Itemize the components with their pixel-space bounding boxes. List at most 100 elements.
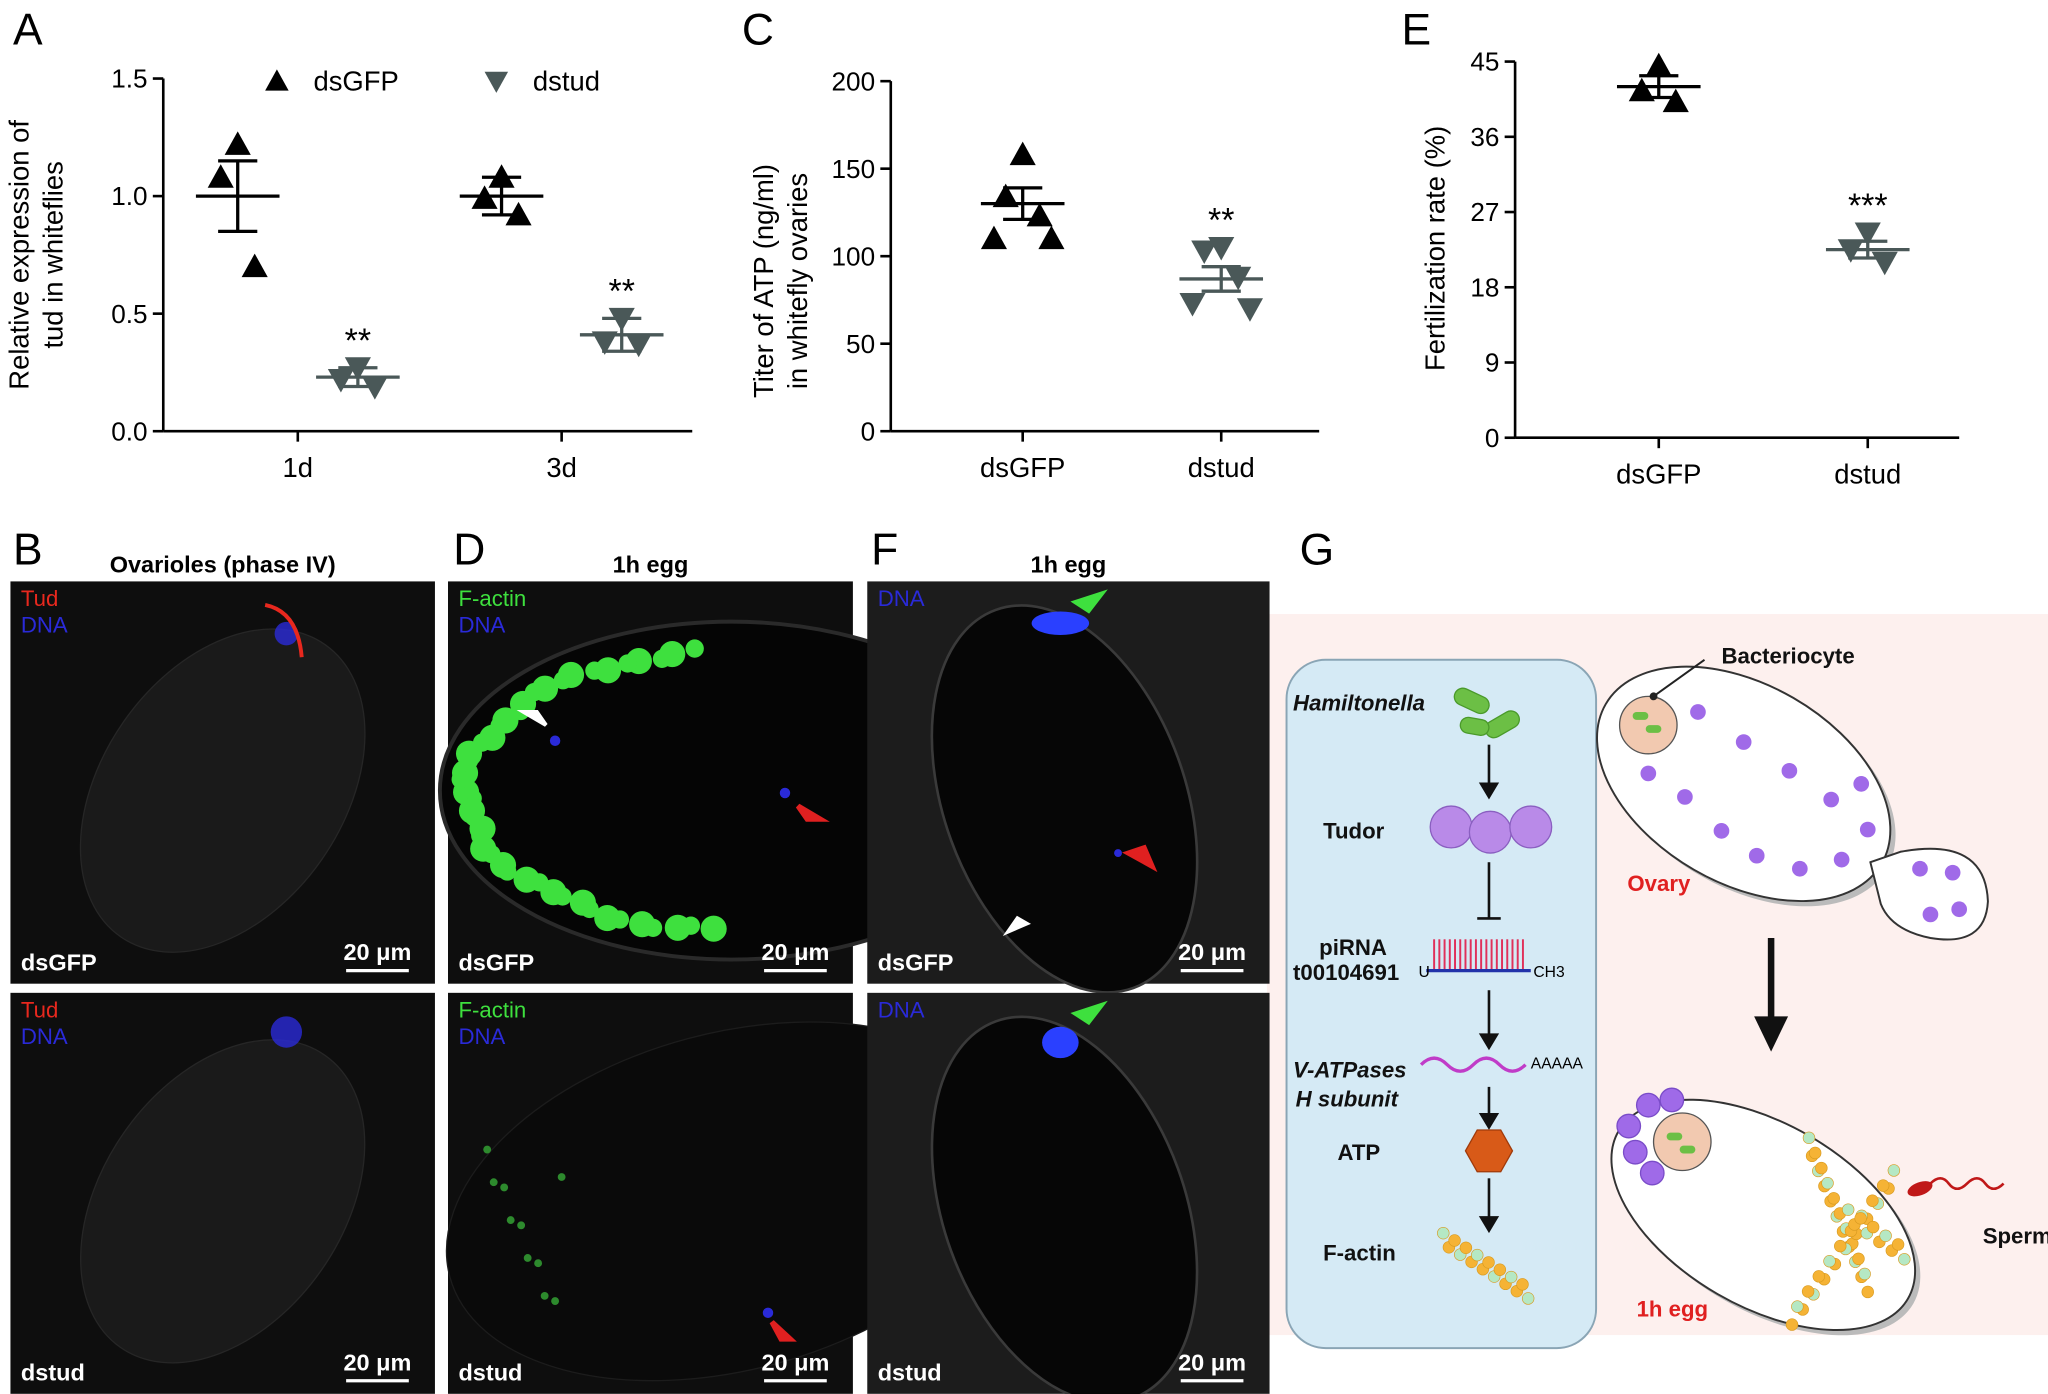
actin-signal bbox=[473, 733, 492, 752]
actin-bead bbox=[1887, 1164, 1901, 1177]
actin-bead bbox=[1448, 1234, 1461, 1247]
actin-signal bbox=[629, 911, 656, 938]
pathway-label: piRNA bbox=[1319, 935, 1387, 960]
y-tick-label: 45 bbox=[1470, 47, 1499, 77]
dot bbox=[1659, 1087, 1685, 1113]
channel-label: DNA bbox=[878, 586, 925, 611]
data-point bbox=[224, 131, 251, 155]
x-tick-label: 3d bbox=[546, 452, 576, 483]
big-arrowhead bbox=[1754, 1016, 1789, 1052]
bacterium bbox=[1459, 716, 1490, 737]
channel-label: DNA bbox=[878, 998, 925, 1023]
y-tick-label: 200 bbox=[832, 66, 876, 96]
actin-bead bbox=[1898, 1253, 1911, 1266]
x-tick-label: 1d bbox=[283, 452, 313, 483]
dot bbox=[1922, 906, 1939, 923]
bacterium bbox=[1645, 725, 1662, 733]
arrow-red bbox=[769, 1320, 797, 1342]
pathway-label: F-actin bbox=[1323, 1241, 1396, 1266]
actin-bead bbox=[1471, 1248, 1484, 1262]
data-point bbox=[1628, 77, 1655, 102]
data-point bbox=[1662, 88, 1689, 113]
condition-label: dstud bbox=[21, 1360, 85, 1386]
dot bbox=[1781, 762, 1798, 779]
actin-bead bbox=[1815, 1161, 1828, 1175]
actin-bead bbox=[1812, 1270, 1826, 1283]
data-point bbox=[241, 253, 268, 278]
actin-signal bbox=[553, 671, 573, 690]
actin-bead bbox=[1521, 1292, 1535, 1305]
pointer bbox=[1652, 658, 1706, 698]
significance: *** bbox=[1848, 187, 1888, 225]
bacterium bbox=[1632, 712, 1649, 720]
actin-bead bbox=[1841, 1203, 1855, 1216]
actin-signal bbox=[489, 1178, 498, 1187]
dot bbox=[1853, 776, 1870, 792]
dot bbox=[1622, 1139, 1648, 1165]
y-tick-label: 50 bbox=[846, 329, 875, 359]
channel-label: DNA bbox=[21, 612, 68, 637]
x-tick-label: dstud bbox=[1188, 452, 1255, 483]
scale-label: 20 μm bbox=[761, 939, 829, 965]
dna-signal bbox=[1031, 611, 1090, 635]
x-tick-label: dsGFP bbox=[980, 452, 1065, 483]
bacterium bbox=[1679, 1145, 1696, 1154]
actin-bead bbox=[1516, 1278, 1529, 1291]
actin-bead bbox=[1834, 1239, 1847, 1253]
data-point bbox=[992, 183, 1019, 208]
dot bbox=[1735, 734, 1752, 750]
dot bbox=[1616, 1113, 1642, 1139]
arrow-red bbox=[1122, 844, 1158, 873]
actin-bead bbox=[1852, 1252, 1865, 1266]
scale-label: 20 μm bbox=[761, 1349, 829, 1375]
y-axis-label: tud in whiteflies bbox=[38, 161, 69, 348]
data-point bbox=[1236, 298, 1264, 322]
scale-label: 20 μm bbox=[343, 1349, 411, 1375]
scale-label: 20 μm bbox=[343, 939, 411, 965]
actin-signal bbox=[513, 866, 540, 893]
actin-chain bbox=[1437, 1226, 1535, 1305]
arrowhead bbox=[1478, 782, 1500, 800]
data-point bbox=[327, 369, 354, 393]
dot bbox=[1690, 704, 1706, 720]
channel-label: DNA bbox=[21, 1024, 68, 1049]
pirna-end: CH3 bbox=[1533, 964, 1565, 981]
panel-letter: A bbox=[13, 6, 43, 55]
mrna bbox=[1419, 1056, 1527, 1073]
bacteriocyte bbox=[1652, 1112, 1712, 1172]
y-axis-label: Titer of ATP (ng/ml) bbox=[748, 164, 779, 398]
actin-signal bbox=[652, 649, 672, 668]
egg-outline bbox=[930, 1015, 1199, 1394]
actin-bead bbox=[1854, 1212, 1867, 1225]
actin-signal bbox=[506, 1216, 515, 1225]
panel-letter: C bbox=[742, 6, 774, 55]
actin-bead bbox=[1876, 1179, 1890, 1192]
actin-bead bbox=[1493, 1263, 1507, 1276]
condition-label: dstud bbox=[878, 1360, 942, 1386]
dot bbox=[1951, 901, 1968, 918]
actin-bead bbox=[1879, 1229, 1892, 1242]
protein bbox=[1468, 810, 1512, 854]
actin-signal bbox=[618, 654, 637, 673]
actin-signal bbox=[517, 1221, 526, 1230]
condition-label: dstud bbox=[458, 1360, 522, 1386]
actin-signal bbox=[524, 683, 544, 702]
pathway-label: t00104691 bbox=[1293, 960, 1399, 985]
dna-signal bbox=[1042, 1026, 1079, 1059]
actin-signal bbox=[534, 1259, 543, 1268]
y-tick-label: 1.0 bbox=[111, 181, 147, 211]
dot bbox=[1823, 791, 1840, 808]
data-point bbox=[1038, 225, 1065, 250]
significance: ** bbox=[1208, 202, 1234, 240]
actin-chain bbox=[1785, 1131, 1911, 1331]
panel-title: 1h egg bbox=[613, 551, 689, 577]
dot bbox=[1944, 864, 1961, 881]
protein bbox=[1429, 805, 1473, 849]
data-point bbox=[980, 225, 1008, 250]
arrowhead bbox=[1478, 1216, 1500, 1234]
arrow-green bbox=[1070, 1000, 1108, 1026]
scale-label: 20 μm bbox=[1178, 1349, 1246, 1375]
y-axis-label: Relative expression of bbox=[4, 120, 35, 390]
egg-outline bbox=[930, 604, 1199, 994]
